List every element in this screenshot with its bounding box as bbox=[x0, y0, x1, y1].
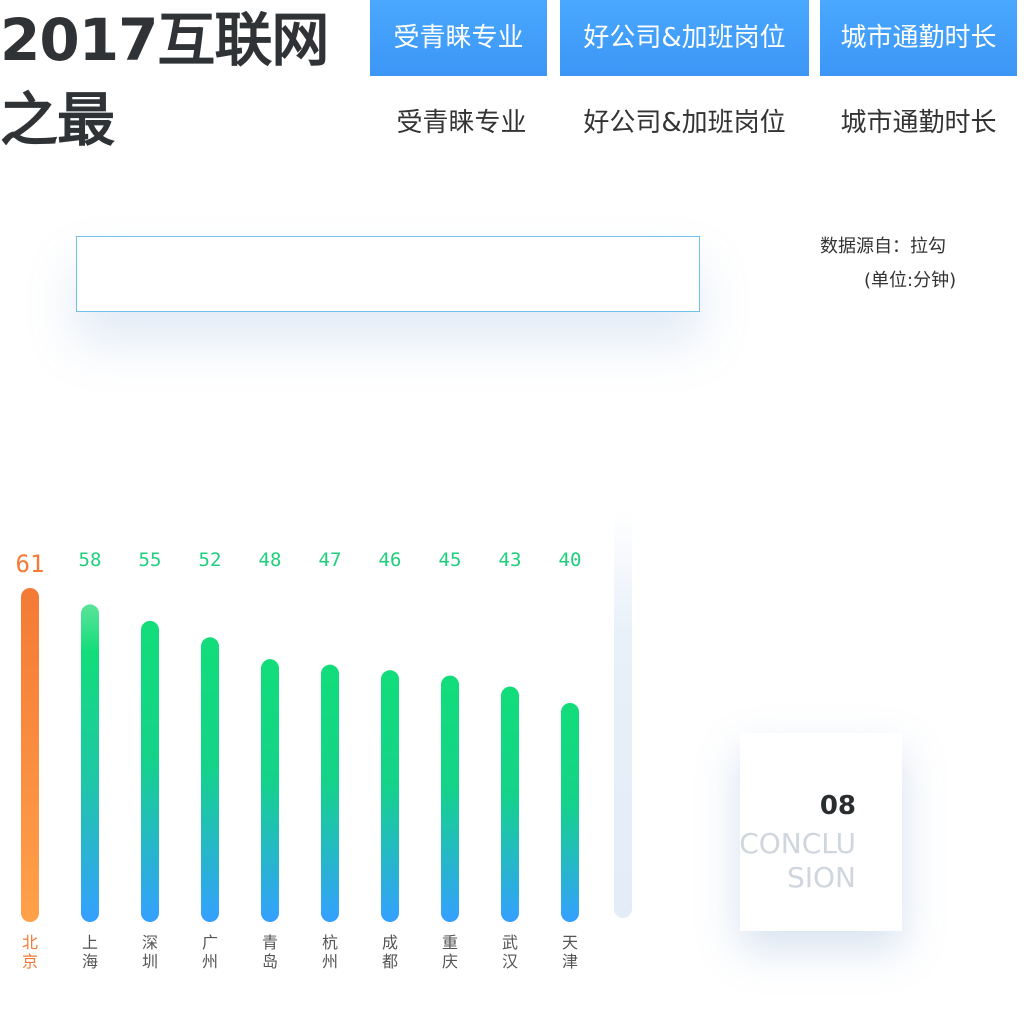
empty-panel bbox=[76, 236, 700, 312]
value-label-8: 45 bbox=[439, 549, 462, 571]
conclusion-word-line1: CONCLU bbox=[739, 827, 856, 860]
bar-3 bbox=[141, 620, 159, 922]
scroll-track[interactable] bbox=[614, 510, 632, 918]
commute-bar-chart: 61 58 55 52 48 47 46 45 43 40 北京上海深圳广州青岛杭州成都重庆武汉天… bbox=[0, 530, 640, 990]
bar-8 bbox=[441, 675, 459, 922]
bar-6 bbox=[321, 664, 339, 922]
bar-4 bbox=[201, 637, 219, 922]
subtab-companies-overtime[interactable]: 好公司&加班岗位 bbox=[583, 108, 786, 138]
page-title-line2: 之最 bbox=[0, 86, 115, 154]
category-label-5: 青 bbox=[262, 933, 278, 952]
category-label-8: 重 bbox=[442, 933, 458, 952]
bar-7 bbox=[381, 670, 399, 922]
page-title: 2017互联网 之最 bbox=[0, 0, 340, 160]
value-label-6: 47 bbox=[319, 549, 342, 571]
category-label-5: 岛 bbox=[262, 952, 278, 971]
tab-popular-majors[interactable]: 受青睐专业 bbox=[370, 0, 547, 76]
conclusion-word-line2: SION bbox=[786, 861, 856, 894]
category-label-1: 北 bbox=[22, 933, 38, 952]
conclusion-word: CONCLU SION bbox=[739, 827, 856, 895]
value-label-1: 61 bbox=[16, 550, 45, 578]
tab-city-commute[interactable]: 城市通勤时长 bbox=[820, 0, 1017, 76]
category-label-2: 上 bbox=[82, 933, 98, 952]
category-label-3: 圳 bbox=[142, 952, 158, 971]
value-label-4: 52 bbox=[199, 549, 222, 571]
category-label-10: 天 bbox=[562, 933, 578, 952]
category-label-6: 州 bbox=[322, 952, 338, 971]
value-label-10: 40 bbox=[559, 549, 582, 571]
data-source-label: 数据源自：拉勾 bbox=[820, 236, 946, 257]
value-label-5: 48 bbox=[259, 549, 282, 571]
conclusion-number: 08 bbox=[819, 791, 856, 821]
bar-2 bbox=[81, 604, 99, 922]
value-label-7: 46 bbox=[379, 549, 402, 571]
bar-5 bbox=[261, 659, 279, 922]
unit-label: (单位:分钟) bbox=[864, 270, 957, 291]
page-title-line1: 2017互联网 bbox=[0, 6, 329, 74]
value-label-9: 43 bbox=[499, 549, 522, 571]
category-label-7: 成 bbox=[382, 933, 398, 952]
subtab-popular-majors[interactable]: 受青睐专业 bbox=[396, 108, 527, 138]
subtab-city-commute[interactable]: 城市通勤时长 bbox=[840, 108, 997, 138]
bar-9 bbox=[501, 686, 519, 922]
bar-10 bbox=[561, 702, 579, 922]
category-label-2: 海 bbox=[82, 952, 98, 971]
category-label-9: 武 bbox=[502, 933, 518, 952]
category-label-4: 广 bbox=[202, 933, 218, 952]
category-label-4: 州 bbox=[202, 952, 218, 971]
category-label-8: 庆 bbox=[442, 952, 458, 971]
category-label-10: 津 bbox=[562, 952, 578, 971]
category-label-3: 深 bbox=[142, 933, 158, 952]
tab-companies-overtime[interactable]: 好公司&加班岗位 bbox=[560, 0, 809, 76]
category-label-6: 杭 bbox=[322, 933, 338, 952]
conclusion-card: 08 CONCLU SION bbox=[739, 733, 902, 931]
chart-svg: 61 58 55 52 48 47 46 45 43 40 北京上海深圳广州青岛杭州成都重庆武汉天… bbox=[16, 549, 582, 971]
value-label-2: 58 bbox=[79, 549, 102, 571]
category-label-7: 都 bbox=[382, 952, 398, 971]
category-label-9: 汉 bbox=[502, 952, 518, 971]
value-label-3: 55 bbox=[139, 549, 162, 571]
category-label-1: 京 bbox=[22, 952, 38, 971]
bar-1 bbox=[21, 588, 39, 922]
